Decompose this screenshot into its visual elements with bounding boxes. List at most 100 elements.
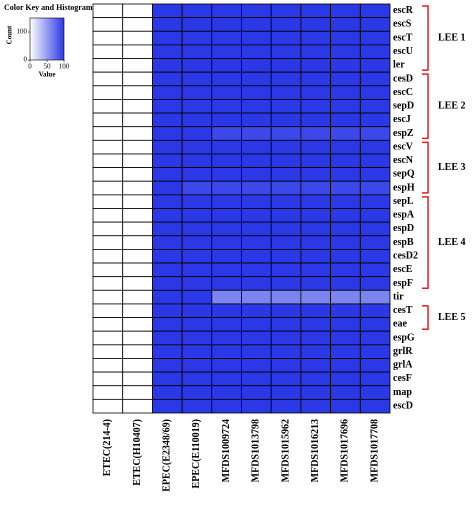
heatmap-cell [122, 317, 153, 332]
row-label: espD [393, 223, 414, 234]
row-label: escE [393, 264, 413, 275]
row-label: cesT [393, 305, 413, 316]
heatmap-cell [300, 112, 331, 128]
heatmap-cell [241, 398, 272, 414]
heatmap-cell [211, 99, 242, 114]
heatmap-cell [181, 139, 213, 155]
heatmap-cell [151, 276, 183, 291]
heatmap-cell [211, 262, 242, 278]
heatmap-cell [92, 289, 124, 305]
heatmap-cell [300, 371, 331, 387]
heatmap-cell [270, 71, 302, 87]
heatmap-cell [151, 317, 183, 332]
row-label: ler [393, 60, 405, 71]
heatmap-cell [270, 303, 302, 318]
heatmap-cell [122, 344, 153, 359]
heatmap-cell [122, 358, 153, 373]
heatmap-cell [211, 303, 242, 318]
heatmap-cell [122, 248, 153, 264]
heatmap-cell [122, 139, 153, 155]
heatmap-cell [241, 180, 272, 196]
column-label: MFDS1009724 [221, 419, 232, 482]
heatmap-cell [151, 303, 183, 318]
heatmap-cell [211, 112, 242, 128]
heatmap-cell [151, 221, 183, 237]
heatmap-cell [241, 17, 272, 32]
heatmap-cell [151, 358, 183, 373]
heatmap-cell [300, 262, 331, 278]
heatmap-cell [241, 344, 272, 359]
heatmap-cell [92, 248, 124, 264]
heatmap-cell [151, 3, 183, 19]
heatmap-cell [151, 398, 183, 414]
heatmap-cell [359, 371, 391, 387]
group-bracket [422, 305, 429, 330]
heatmap-cell [92, 262, 124, 278]
heatmap-cell [211, 85, 242, 100]
heatmap-cell [92, 317, 124, 332]
heatmap-cell [122, 303, 153, 318]
heatmap-cell [181, 180, 213, 196]
row-label: sepD [393, 101, 414, 112]
heatmap-cell [92, 344, 124, 359]
heatmap-cell [330, 71, 361, 87]
heatmap-cell [92, 112, 124, 128]
heatmap-cell [241, 153, 272, 168]
heatmap-cell [270, 85, 302, 100]
heatmap-cell [151, 112, 183, 128]
heatmap-cell [300, 126, 331, 141]
heatmap-cell [241, 235, 272, 250]
heatmap-cell [241, 139, 272, 155]
heatmap-cell [270, 330, 302, 346]
heatmap-cell [270, 317, 302, 332]
heatmap-cell [330, 85, 361, 100]
heatmap-cell [359, 112, 391, 128]
heatmap-cell [211, 358, 242, 373]
heatmap-cell [181, 208, 213, 223]
heatmap-cell [181, 235, 213, 250]
heatmap-cell [300, 167, 331, 182]
heatmap-cell [122, 30, 153, 46]
heatmap-cell [330, 99, 361, 114]
heatmap-cell [92, 371, 124, 387]
heatmap-cell [211, 30, 242, 46]
heatmap-cell [359, 289, 391, 305]
heatmap-cell [181, 44, 213, 59]
heatmap-cell [241, 358, 272, 373]
heatmap-cell [151, 139, 183, 155]
heatmap-cell [122, 85, 153, 100]
heatmap-cell [211, 71, 242, 87]
heatmap-cell [181, 385, 213, 400]
row-label: espA [393, 210, 415, 221]
heatmap-cell [330, 344, 361, 359]
heatmap-cell [330, 330, 361, 346]
group-label: LEE 4 [438, 237, 466, 248]
heatmap-cell [241, 112, 272, 128]
heatmap-cell [330, 194, 361, 209]
heatmap-cell [151, 85, 183, 100]
column-label: MFDS1017696 [340, 419, 351, 482]
group-label: LEE 5 [438, 312, 466, 323]
heatmap-cell [122, 276, 153, 291]
heatmap-cell [122, 112, 153, 128]
heatmap-cell [330, 221, 361, 237]
heatmap-cell [241, 167, 272, 182]
heatmap-cell [92, 99, 124, 114]
heatmap-cell [270, 358, 302, 373]
heatmap-cell [359, 208, 391, 223]
group-bracket [422, 73, 429, 140]
row-label: grlR [393, 346, 413, 357]
key-y-label: Count [6, 25, 14, 44]
heatmap-cell [92, 208, 124, 223]
heatmap-cell [151, 17, 183, 32]
heatmap-cell [181, 221, 213, 237]
heatmap-cell [330, 371, 361, 387]
group-label: LEE 2 [438, 101, 466, 112]
row-label: cesD2 [393, 251, 418, 262]
heatmap-cell [330, 112, 361, 128]
heatmap-cell [241, 194, 272, 209]
heatmap-cell [122, 71, 153, 87]
heatmap-cell [181, 303, 213, 318]
heatmap-cell [122, 58, 153, 73]
